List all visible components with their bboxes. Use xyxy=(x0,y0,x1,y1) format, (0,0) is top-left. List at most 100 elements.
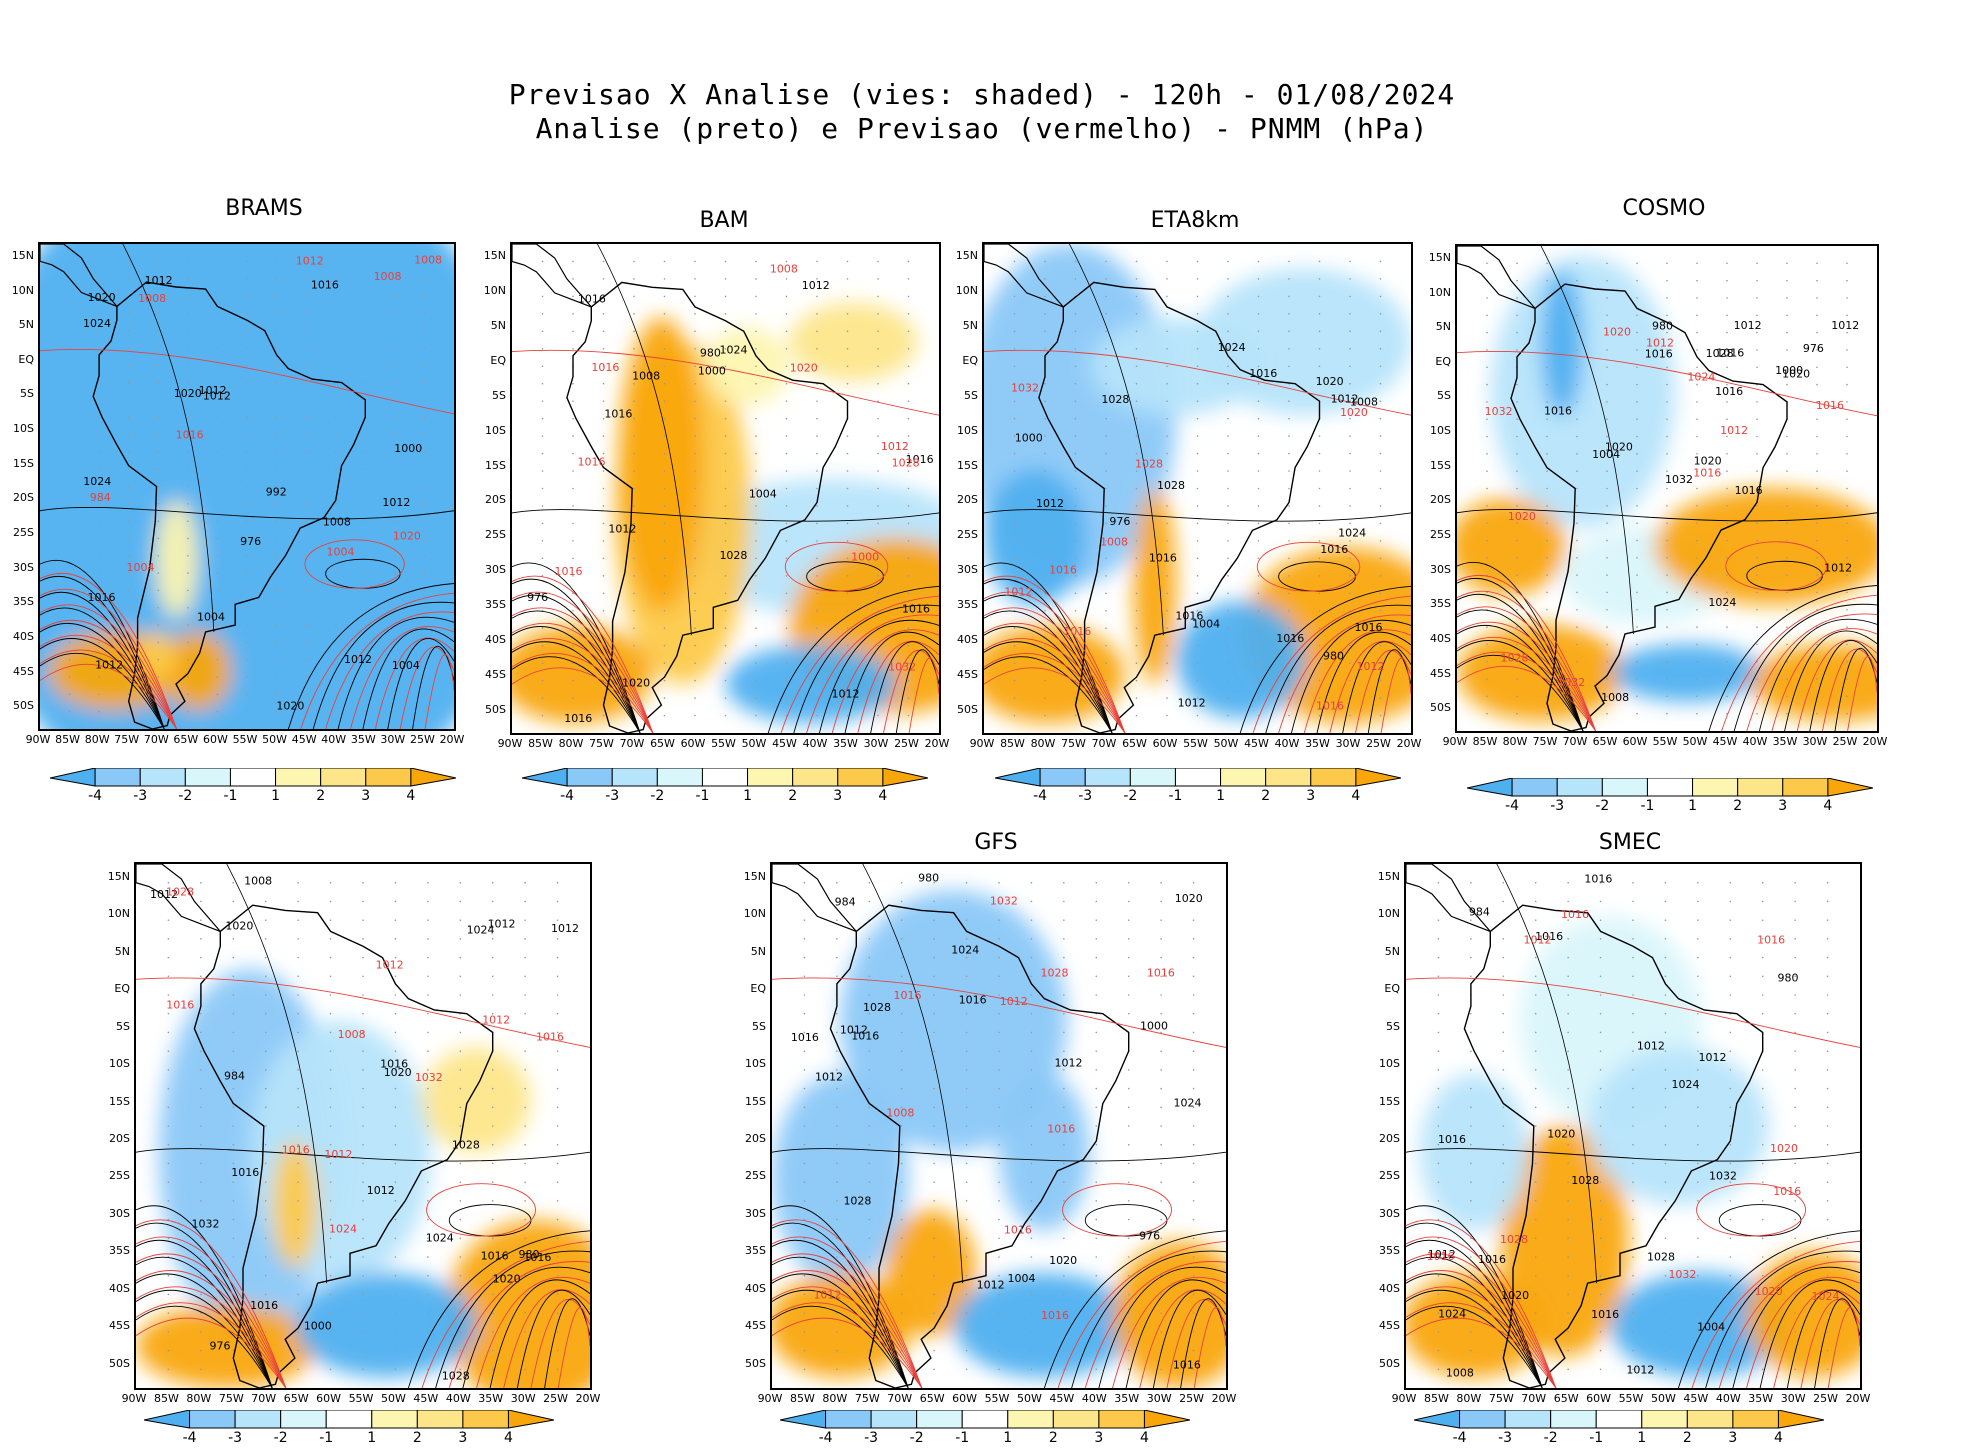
analysis-contour-label: 1012 xyxy=(367,1184,395,1197)
longitude-tick-label: 65W xyxy=(1592,735,1618,748)
latitude-tick-label: 5N xyxy=(114,944,130,958)
forecast-contour-label: 1024 xyxy=(329,1222,357,1235)
coastline-central-america xyxy=(772,864,857,932)
longitude-tick-label: 40W xyxy=(1715,1392,1741,1405)
analysis-isobar xyxy=(1457,654,1584,731)
analysis-isobar xyxy=(1367,649,1411,733)
colorbar-tick-label: -1 xyxy=(695,788,710,804)
bias-patch-pos4 xyxy=(618,317,705,611)
bias-patch-pos4 xyxy=(444,1220,590,1388)
analysis-contour-label: 1024 xyxy=(1173,1097,1201,1110)
analysis-contour-label: 1012 xyxy=(1831,319,1859,332)
analysis-contour-label: 1028 xyxy=(843,1195,871,1208)
coastline xyxy=(1038,281,1321,733)
colorbar-tick-label: 4 xyxy=(878,788,888,804)
analysis-contour-label: 1016 xyxy=(250,1299,278,1312)
forecast-isobar xyxy=(448,1261,590,1388)
panel-title: ETA8km xyxy=(1150,208,1240,233)
latitude-tick-label: EQ xyxy=(114,982,130,996)
longitude-axis: 90W 85W 80W 75W 70W 65W 60W 55W 50W 45W 40W 35W 30W 2… xyxy=(26,733,465,747)
analysis-isobar xyxy=(844,631,939,733)
colorbar-tick-label: 3 xyxy=(833,788,843,804)
latitude-tick-label: 5N xyxy=(750,944,766,958)
longitude-axis: 90W 85W 80W 75W 70W 65W 60W 55W 50W 45W 40W 35W 30W 2… xyxy=(758,1392,1237,1406)
analysis-isobar xyxy=(1043,1230,1226,1388)
colorbar-segment xyxy=(1556,777,1603,797)
latitude-tick-label: 30S xyxy=(109,1206,130,1220)
longitude-tick-label: 50W xyxy=(1016,1392,1042,1405)
longitude-tick-label: 60W xyxy=(316,1392,341,1405)
forecast-isobar xyxy=(512,638,654,733)
longitude-axis: 90W 85W 80W 75W 70W 65W 60W 55W 50W 45W 40W 35W 30W 2… xyxy=(970,737,1422,751)
longitude-tick-label: 70W xyxy=(887,1392,913,1405)
analysis-contour-label: 1012 xyxy=(1824,562,1852,575)
map-svg: 1012101610161016101210121016101210201020… xyxy=(772,864,1226,1388)
colorbar-tick-label: 2 xyxy=(1733,798,1743,814)
analysis-contour-label: 1000 xyxy=(1140,1019,1168,1032)
latitude-tick-label: 10N xyxy=(743,907,766,921)
latitude-tick-label: 15N xyxy=(955,248,978,262)
longitude-tick-label: 90W xyxy=(969,737,995,750)
analysis-isobar xyxy=(407,1230,590,1388)
bias-patch-pos1 xyxy=(704,327,790,406)
forecast-isobar xyxy=(984,667,1126,733)
forecast-isobar xyxy=(1112,1276,1226,1388)
analysis-contour-label: 1016 xyxy=(1535,930,1563,943)
colorbar-segment xyxy=(365,767,412,787)
colorbar-tick-label: -3 xyxy=(1078,788,1093,804)
forecast-isobar xyxy=(806,614,939,733)
analysis-isobar xyxy=(40,591,165,729)
colorbar-tick-label: 2 xyxy=(1048,1430,1058,1446)
forecast-isobar xyxy=(512,607,654,733)
analysis-contour-label: 984 xyxy=(1469,906,1490,919)
longitude-tick-label: 25W xyxy=(1179,1392,1204,1405)
longitude-tick-label: 40W xyxy=(1274,737,1300,750)
colorbar-tick-label: -4 xyxy=(88,788,103,804)
colorbar-arrow-high xyxy=(1355,767,1402,787)
longitude-tick-label: 65W xyxy=(1553,1392,1579,1405)
analysis-isobar xyxy=(1406,1289,1543,1388)
analysis-contour-label: 1020 xyxy=(493,1273,521,1286)
forecast-contour-label: 1016 xyxy=(1147,966,1175,979)
latitude-tick-label: 10S xyxy=(957,423,978,437)
analysis-contour-label: 1028 xyxy=(1706,347,1734,360)
forecast-isobar xyxy=(1380,657,1411,733)
forecast-contour-label: 1032 xyxy=(1557,676,1585,689)
colorbar-tick-label: 3 xyxy=(1306,788,1316,804)
bias-shading xyxy=(1457,255,1877,722)
forecast-contour-label: 1016 xyxy=(894,989,922,1002)
analysis-isobar xyxy=(122,244,215,633)
latitude-tick-label: 5N xyxy=(18,318,34,332)
colorbar-segment xyxy=(1007,1409,1054,1429)
forecast-contour-label: 1012 xyxy=(1004,585,1032,598)
forecast-contour-label: 1032 xyxy=(888,660,916,673)
longitude-tick-label: 40W xyxy=(1742,735,1768,748)
forecast-isobar xyxy=(136,1236,287,1388)
colorbar-tick-label: -3 xyxy=(864,1430,879,1446)
longitude-tick-label: 85W xyxy=(789,1392,815,1405)
colorbar-ticks: -4 -3 -2 -1 1 2 3 4 xyxy=(522,788,928,806)
longitude-tick-label: 70W xyxy=(1091,737,1117,750)
longitude-tick-label: 75W xyxy=(589,737,614,750)
colorbar-segment xyxy=(1174,767,1222,787)
analysis-contour-label: 1028 xyxy=(1571,1174,1599,1187)
colorbar-segment xyxy=(1782,777,1829,797)
latitude-tick-label: 25S xyxy=(13,526,34,539)
forecast-isobar xyxy=(1457,665,1596,731)
forecast-isobar xyxy=(1193,1307,1226,1388)
latitude-tick-label: 35S xyxy=(957,598,978,612)
analysis-isobar xyxy=(895,649,939,733)
longitude-tick-label: 85W xyxy=(1000,737,1025,750)
longitude-tick-label: 45W xyxy=(1244,737,1269,750)
analysis-contour-label: 1008 xyxy=(1601,691,1629,704)
analysis-contour-label: 1004 xyxy=(197,610,225,623)
latitude-tick-label: 35S xyxy=(1379,1244,1400,1258)
forecast-contour-label: 1016 xyxy=(1316,700,1344,713)
colorbar-segment xyxy=(462,1409,509,1429)
latitude-tick-label: 5N xyxy=(490,318,506,332)
forecast-contour-label: 1008 xyxy=(338,1028,366,1041)
colorbar-segment xyxy=(916,1409,963,1429)
contour-labels: 1012101610161016101210201016102010121020… xyxy=(1485,319,1860,704)
latitude-axis: 15N 10N 5N EQ 5S 10S 15S 20S 25S 30S 35S 40S 45S 50S xyxy=(736,862,766,1386)
colorbar: -4 -3 -2 -1 1 2 3 4 xyxy=(521,767,929,808)
